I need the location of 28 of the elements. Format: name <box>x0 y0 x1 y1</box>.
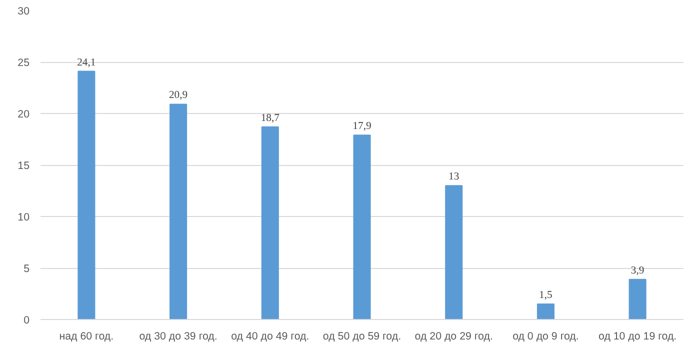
y-tick-label: 10 <box>18 212 30 224</box>
data-label: 17,9 <box>352 121 372 132</box>
bar <box>170 104 188 320</box>
x-tick-label: од 10 до 19 год. <box>598 330 677 342</box>
bar <box>628 278 646 320</box>
x-tick-label: од 30 до 39 год. <box>139 330 218 342</box>
y-tick-label: 25 <box>18 57 30 69</box>
bar <box>536 304 554 320</box>
y-tick-label: 30 <box>18 6 30 18</box>
bar <box>261 126 279 320</box>
x-tick-label: од 0 до 9 год. <box>512 330 579 342</box>
data-label: 20,9 <box>168 90 188 102</box>
x-tick-label: над 60 год. <box>59 330 114 342</box>
y-tick-label: 0 <box>24 314 30 326</box>
data-label: 24,1 <box>77 57 96 68</box>
x-tick-label: од 20 до 29 год. <box>414 330 493 342</box>
data-label: 18,7 <box>260 112 280 124</box>
data-label: 3,9 <box>630 265 644 276</box>
bar <box>445 185 463 320</box>
y-tick-label: 15 <box>18 160 30 172</box>
data-label: 13 <box>448 172 460 183</box>
data-label: 1,5 <box>539 290 552 302</box>
bar <box>353 134 371 320</box>
x-tick-label: од 50 до 59 год. <box>322 330 402 342</box>
y-tick-label: 5 <box>24 263 30 275</box>
y-tick-label: 20 <box>18 108 30 120</box>
bar <box>78 70 96 320</box>
x-tick-label: од 40 до 49 год. <box>231 330 310 342</box>
